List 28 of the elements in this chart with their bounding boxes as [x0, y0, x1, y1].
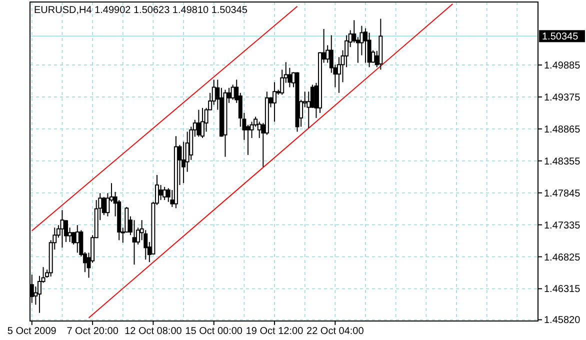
candlestick — [367, 32, 372, 68]
candlestick — [132, 220, 136, 266]
candlestick — [200, 107, 204, 138]
candlestick — [364, 28, 368, 64]
y-tick-label: 1.46825 — [544, 252, 581, 264]
candlestick — [272, 82, 277, 122]
candlestick — [196, 109, 201, 138]
y-tick-label: 1.45820 — [544, 315, 581, 326]
y-tick-label: 1.49885 — [544, 60, 581, 72]
y-tick-label: 1.47845 — [544, 188, 581, 200]
x-tick-label: 7 Oct 20:00 — [66, 326, 119, 337]
x-tick-label: 19 Oct 12:00 — [246, 326, 304, 337]
y-tick-label: 1.48865 — [544, 124, 581, 136]
y-tick-label: 1.46315 — [544, 284, 581, 296]
x-tick-label: 15 Oct 00:00 — [185, 326, 243, 337]
chart-title: EURUSD,H4 1.49902 1.50623 1.49810 1.50345 — [34, 5, 248, 16]
x-tick-label: 5 Oct 2009 — [7, 326, 57, 337]
candlestick — [72, 232, 76, 246]
candlestick — [60, 210, 64, 248]
y-tick-label: 1.49375 — [544, 92, 581, 104]
candlestick — [162, 186, 167, 201]
candlestick — [158, 184, 163, 201]
candlestick — [230, 84, 235, 100]
y-tick-label: 1.48355 — [544, 156, 581, 168]
x-tick-label: 22 Oct 04:00 — [306, 326, 364, 337]
ref-line-label: 1.50345 — [542, 32, 579, 43]
y-tick-label: 1.47335 — [544, 220, 581, 232]
x-tick-label: 12 Oct 08:00 — [124, 326, 182, 337]
